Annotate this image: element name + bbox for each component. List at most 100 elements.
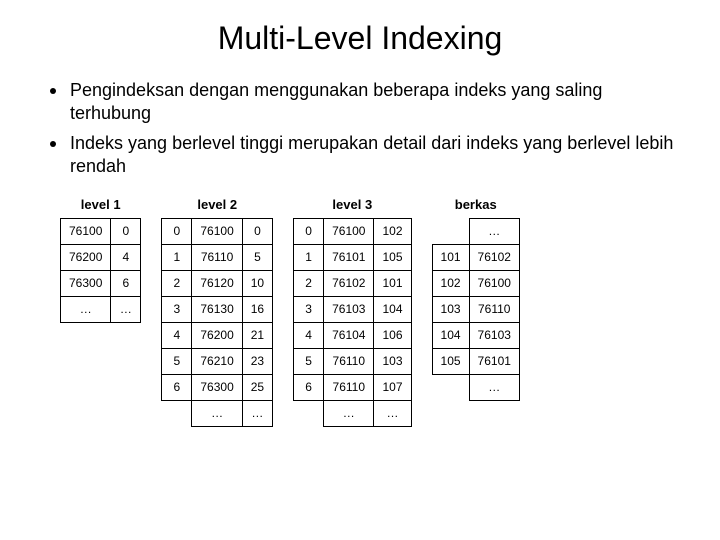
- table-row: 27612010: [162, 270, 273, 296]
- level3-table: 076100102 176101105 276102101 376103104 …: [293, 218, 411, 427]
- table-row: 57621023: [162, 348, 273, 374]
- table-cell: 5: [162, 348, 192, 374]
- bullet-item: Pengindeksan dengan menggunakan beberapa…: [50, 79, 680, 126]
- table-cell: 103: [374, 348, 411, 374]
- table-cell: 23: [242, 348, 272, 374]
- table-row: 576110103: [294, 348, 411, 374]
- table-row: 476104106: [294, 322, 411, 348]
- table-cell: 76300: [192, 374, 242, 400]
- table-cell: 1: [162, 244, 192, 270]
- table-cell: 76100: [192, 218, 242, 244]
- table-row: ……: [294, 400, 411, 426]
- table-row: 10276100: [432, 270, 519, 296]
- table-cell: …: [469, 374, 519, 400]
- table-cell: 76102: [324, 270, 374, 296]
- level1-column: level 1 761000 762004 763006 ……: [60, 197, 141, 427]
- table-row: 1761105: [162, 244, 273, 270]
- table-cell: 76102: [469, 244, 519, 270]
- table-cell: 106: [374, 322, 411, 348]
- tables-container: level 1 761000 762004 763006 …… level 2 …: [40, 197, 680, 427]
- table-cell: 2: [162, 270, 192, 296]
- level2-column: level 2 0761000 1761105 27612010 3761301…: [161, 197, 273, 427]
- table-cell: …: [61, 296, 111, 322]
- table-row: ……: [61, 296, 141, 322]
- bullet-text: Pengindeksan dengan menggunakan beberapa…: [70, 79, 680, 126]
- bullet-list: Pengindeksan dengan menggunakan beberapa…: [40, 79, 680, 179]
- table-row: 0761000: [162, 218, 273, 244]
- table-row: 763006: [61, 270, 141, 296]
- table-cell: 76100: [61, 218, 111, 244]
- table-row: 37613016: [162, 296, 273, 322]
- table-cell: 1: [294, 244, 324, 270]
- table-cell: 107: [374, 374, 411, 400]
- table-cell: [432, 374, 469, 400]
- table-row: 076100102: [294, 218, 411, 244]
- bullet-item: Indeks yang berlevel tinggi merupakan de…: [50, 132, 680, 179]
- table-cell: 76110: [324, 374, 374, 400]
- table-cell: [294, 400, 324, 426]
- table-cell: 76110: [192, 244, 242, 270]
- level3-label: level 3: [332, 197, 372, 212]
- table-row: …: [432, 374, 519, 400]
- table-row: 47620021: [162, 322, 273, 348]
- table-row: 10476103: [432, 322, 519, 348]
- table-cell: …: [111, 296, 141, 322]
- table-cell: 5: [242, 244, 272, 270]
- table-cell: 76210: [192, 348, 242, 374]
- table-cell: 6: [162, 374, 192, 400]
- table-cell: 0: [294, 218, 324, 244]
- table-cell: 76110: [469, 296, 519, 322]
- table-cell: 103: [432, 296, 469, 322]
- table-cell: 25: [242, 374, 272, 400]
- table-cell: 76100: [324, 218, 374, 244]
- table-cell: 3: [294, 296, 324, 322]
- table-cell: …: [242, 400, 272, 426]
- table-row: 10176102: [432, 244, 519, 270]
- table-cell: 76300: [61, 270, 111, 296]
- table-cell: …: [192, 400, 242, 426]
- table-cell: 5: [294, 348, 324, 374]
- bullet-text: Indeks yang berlevel tinggi merupakan de…: [70, 132, 680, 179]
- level1-table: 761000 762004 763006 ……: [60, 218, 141, 323]
- table-cell: 101: [374, 270, 411, 296]
- table-row: 276102101: [294, 270, 411, 296]
- table-cell: 105: [374, 244, 411, 270]
- berkas-table: … 10176102 10276100 10376110 10476103 10…: [432, 218, 520, 401]
- table-row: …: [432, 218, 519, 244]
- table-cell: 16: [242, 296, 272, 322]
- table-cell: …: [374, 400, 411, 426]
- level2-label: level 2: [197, 197, 237, 212]
- table-cell: 6: [111, 270, 141, 296]
- table-row: 762004: [61, 244, 141, 270]
- table-row: 676110107: [294, 374, 411, 400]
- table-cell: …: [469, 218, 519, 244]
- table-cell: 0: [242, 218, 272, 244]
- table-cell: 6: [294, 374, 324, 400]
- table-cell: 4: [294, 322, 324, 348]
- table-row: 10376110: [432, 296, 519, 322]
- table-row: 176101105: [294, 244, 411, 270]
- table-cell: 76130: [192, 296, 242, 322]
- table-cell: 76200: [192, 322, 242, 348]
- table-cell: [162, 400, 192, 426]
- table-cell: 76103: [469, 322, 519, 348]
- table-cell: 101: [432, 244, 469, 270]
- berkas-column: berkas … 10176102 10276100 10376110 1047…: [432, 197, 520, 427]
- table-cell: 4: [162, 322, 192, 348]
- table-cell: 76103: [324, 296, 374, 322]
- table-cell: 102: [374, 218, 411, 244]
- bullet-dot: [50, 141, 56, 147]
- table-cell: 3: [162, 296, 192, 322]
- table-row: 761000: [61, 218, 141, 244]
- table-cell: 102: [432, 270, 469, 296]
- bullet-dot: [50, 88, 56, 94]
- table-row: 376103104: [294, 296, 411, 322]
- table-cell: 0: [162, 218, 192, 244]
- table-row: 67630025: [162, 374, 273, 400]
- table-cell: 10: [242, 270, 272, 296]
- table-cell: 76101: [324, 244, 374, 270]
- table-cell: 104: [432, 322, 469, 348]
- table-cell: 76104: [324, 322, 374, 348]
- berkas-label: berkas: [455, 197, 497, 212]
- table-cell: 105: [432, 348, 469, 374]
